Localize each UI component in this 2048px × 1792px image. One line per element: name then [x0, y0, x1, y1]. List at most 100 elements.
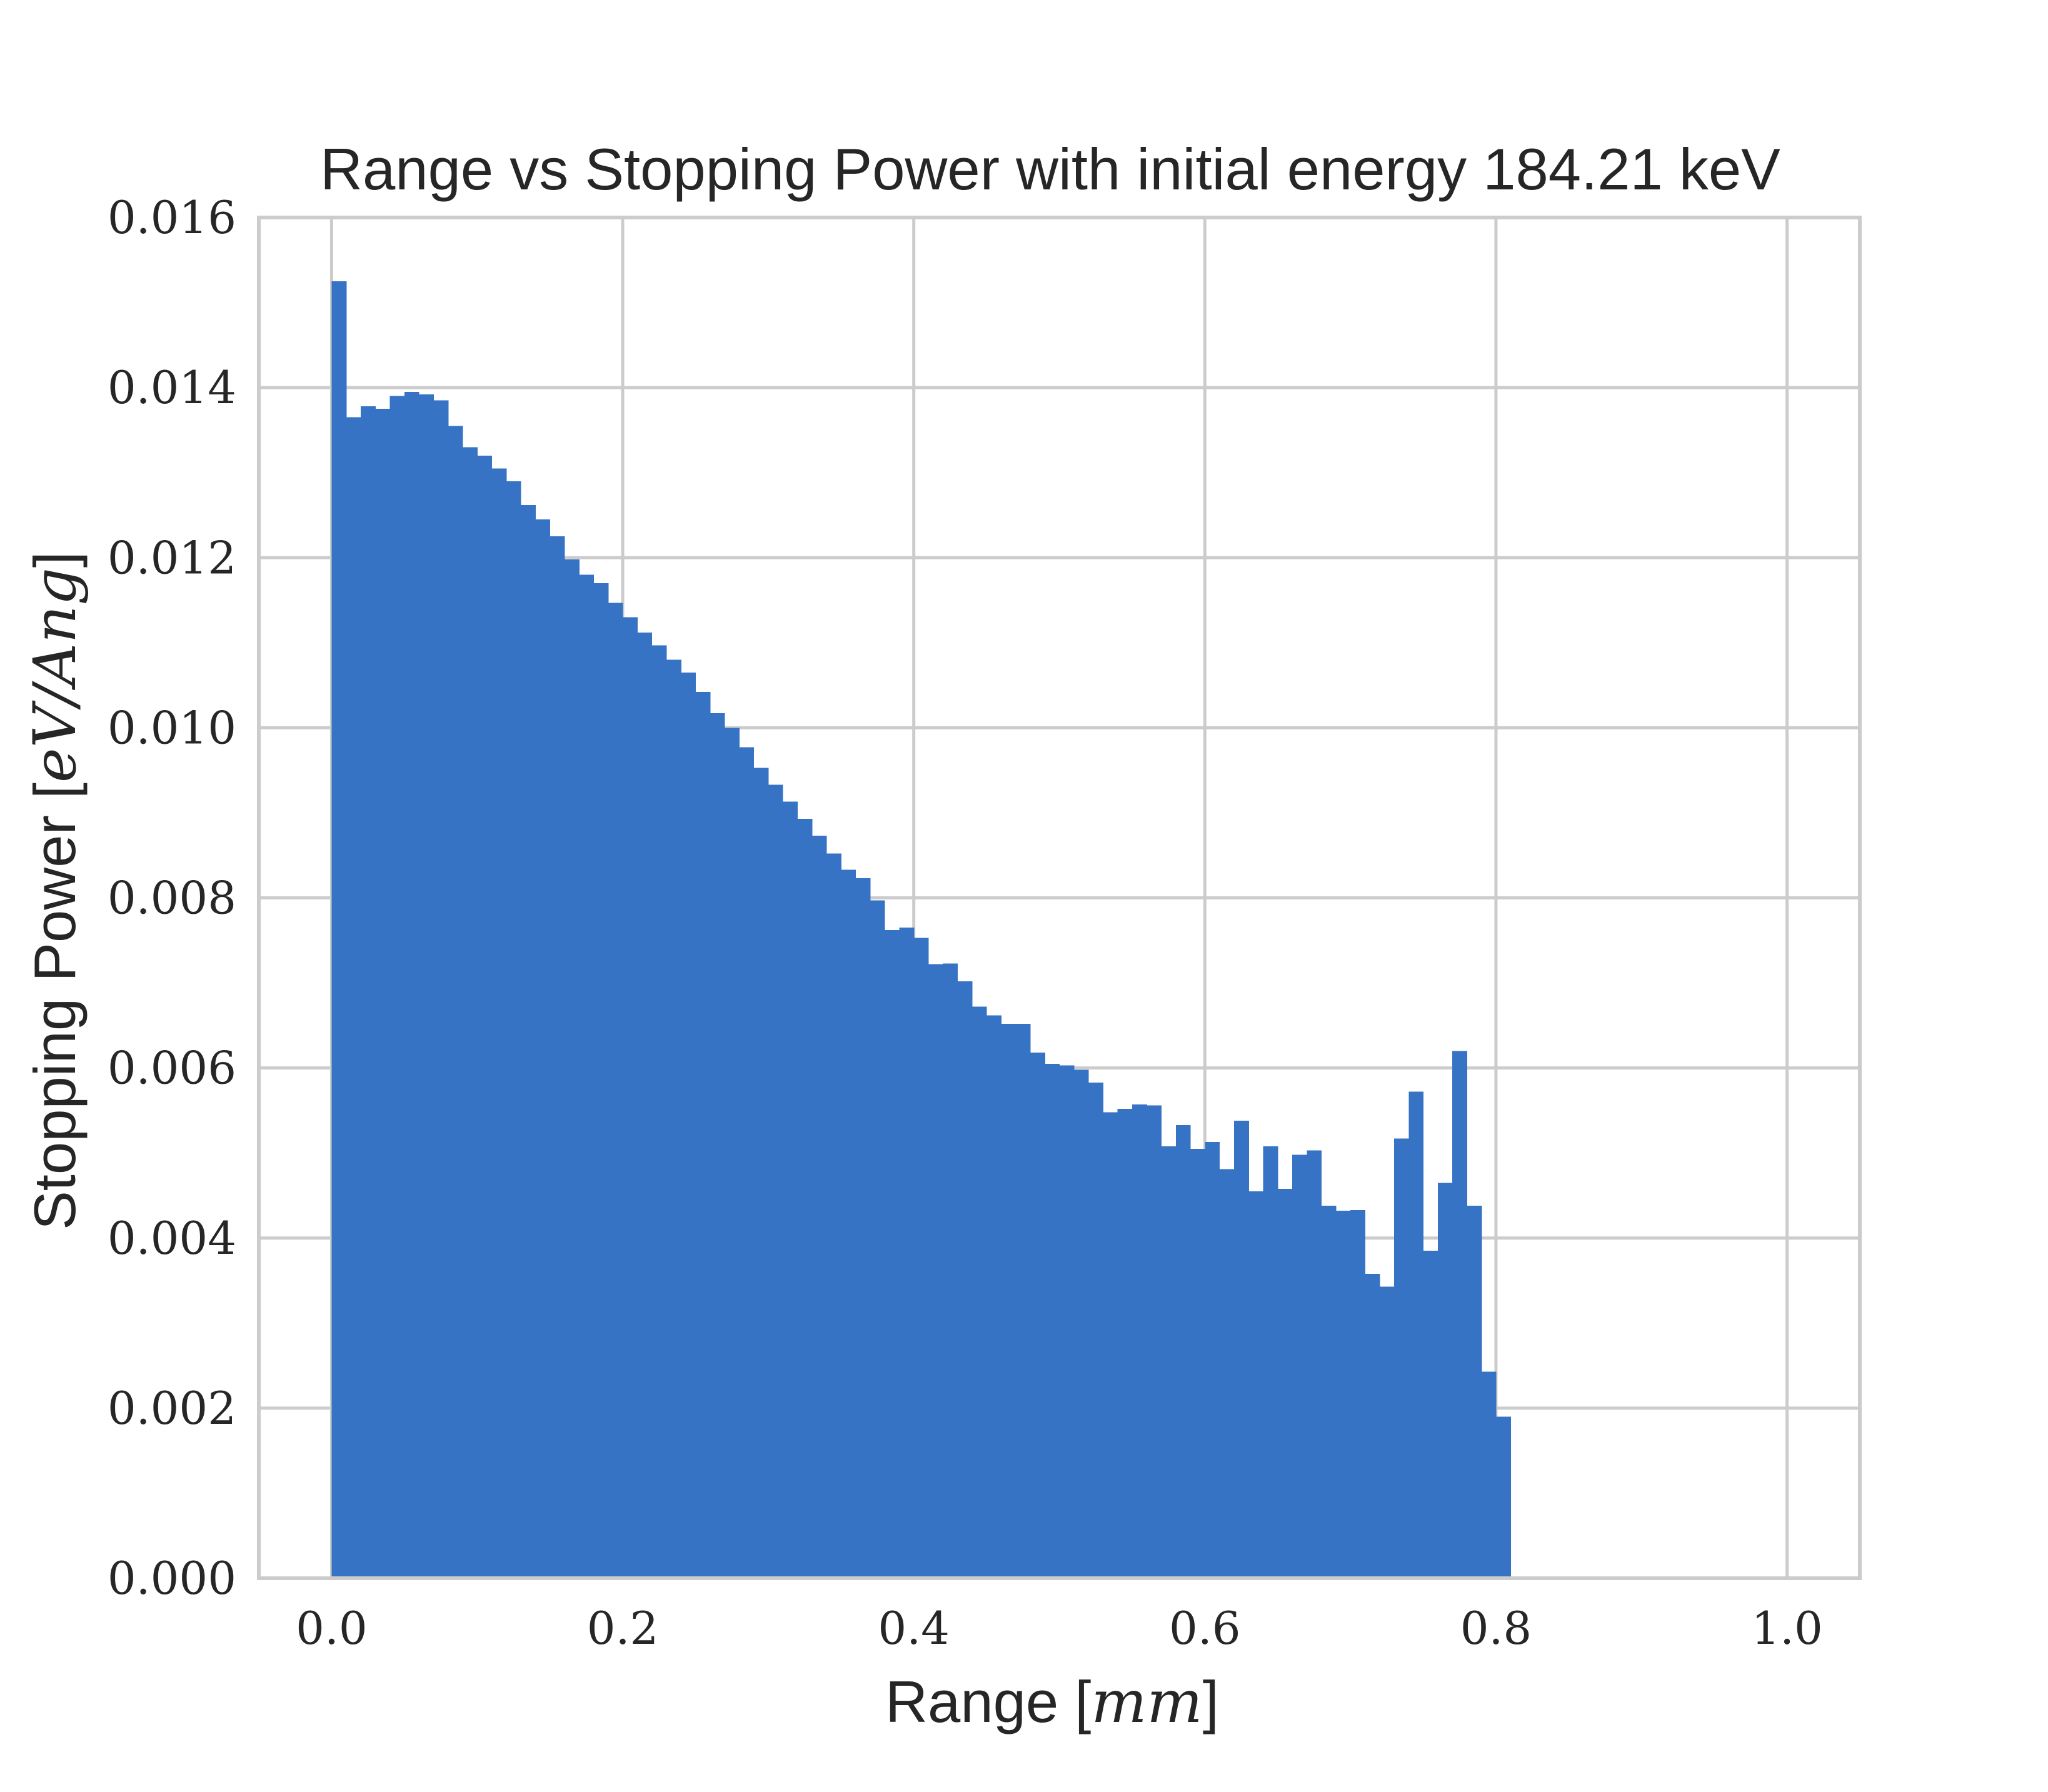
histogram-bar-74: [1408, 1091, 1424, 1578]
histogram-bar-4: [389, 396, 405, 1579]
histogram-bar-55: [1132, 1104, 1147, 1578]
y-tick-label-5: 0.010: [108, 701, 236, 754]
histogram-bar-28: [739, 747, 755, 1578]
histogram-bar-37: [870, 900, 885, 1578]
x-tick-label-3: 0.6: [1169, 1602, 1241, 1654]
y-tick-label-4: 0.008: [108, 872, 236, 924]
plot-frame: [257, 216, 1862, 1580]
histogram-bar-11: [491, 468, 507, 1578]
y-tick-labels: 0.000 0.002 0.004 0.006 0.008 0.010 0.012 0.014…: [108, 191, 236, 1604]
y-axis-label-unit: eV/Ang: [21, 568, 89, 783]
x-axis-label-prefix: Range [: [885, 1669, 1091, 1734]
x-axis-label-unit: mm: [1091, 1668, 1202, 1736]
histogram-bar-49: [1045, 1063, 1060, 1578]
y-tick-label-6: 0.012: [108, 531, 236, 584]
x-axis-label: Range [mm]: [885, 1668, 1219, 1736]
histogram-bar-29: [753, 768, 769, 1578]
histogram-bar-66: [1292, 1154, 1307, 1578]
histogram-bar-8: [448, 426, 463, 1578]
histogram-bar-44: [971, 1006, 987, 1578]
histogram-bar-3: [375, 409, 391, 1578]
y-tick-label-1: 0.002: [108, 1382, 236, 1434]
histogram-bar-48: [1030, 1053, 1045, 1578]
histogram-bar-77: [1452, 1051, 1467, 1578]
histogram-bar-68: [1321, 1206, 1337, 1578]
x-tick-label-4: 0.8: [1460, 1602, 1532, 1654]
histogram-bar-12: [506, 481, 521, 1579]
histogram-bar-45: [986, 1015, 1001, 1578]
histogram-bar-35: [841, 869, 856, 1578]
histogram-bar-16: [564, 559, 580, 1579]
histogram-bar-72: [1379, 1286, 1395, 1578]
histogram-bar-53: [1103, 1112, 1118, 1578]
histogram-bar-5: [404, 391, 419, 1578]
histogram-bar-60: [1205, 1141, 1220, 1578]
x-tick-label-2: 0.4: [878, 1602, 950, 1654]
histogram-bar-23: [666, 659, 681, 1578]
histogram-bar-6: [419, 394, 434, 1578]
histogram-bars: [331, 281, 1511, 1579]
histogram-bar-40: [913, 938, 929, 1578]
histogram-bar-75: [1423, 1251, 1438, 1578]
histogram-bar-26: [710, 713, 725, 1578]
histogram-bar-78: [1467, 1206, 1482, 1578]
histogram-bar-24: [681, 672, 696, 1578]
histogram-bar-39: [899, 928, 915, 1578]
histogram-bar-27: [725, 728, 740, 1578]
histogram-bar-25: [695, 692, 711, 1578]
histogram-bar-10: [477, 455, 493, 1578]
histogram-bar-7: [433, 400, 449, 1578]
x-tick-label-5: 1.0: [1751, 1602, 1823, 1654]
histogram-bar-58: [1175, 1124, 1191, 1578]
histogram-bar-59: [1190, 1148, 1205, 1578]
histogram-bar-43: [957, 981, 973, 1578]
chart-title: Range vs Stopping Power with initial ene…: [320, 136, 1780, 202]
histogram-bar-15: [550, 536, 565, 1578]
histogram-bar-13: [521, 504, 536, 1578]
y-axis-label-prefix: Stopping Power [: [22, 783, 88, 1230]
histogram-bar-21: [637, 632, 653, 1578]
histogram-bar-69: [1335, 1211, 1351, 1578]
histogram-bar-22: [651, 645, 667, 1578]
histogram-bar-64: [1263, 1146, 1278, 1578]
histogram-bar-76: [1437, 1183, 1453, 1578]
y-tick-label-7: 0.014: [108, 361, 236, 414]
histogram-bar-20: [623, 617, 638, 1578]
histogram-bar-79: [1481, 1371, 1497, 1578]
y-tick-label-0: 0.000: [108, 1552, 236, 1604]
histogram-bar-46: [1001, 1023, 1016, 1578]
histogram-bar-18: [593, 583, 609, 1578]
x-axis-label-suffix: ]: [1203, 1669, 1219, 1734]
histogram-bar-71: [1365, 1273, 1380, 1578]
histogram-bar-57: [1161, 1146, 1177, 1578]
histogram-bar-51: [1073, 1069, 1089, 1578]
x-tick-labels: 0.0 0.2 0.4 0.6 0.8 1.0: [296, 1602, 1823, 1654]
histogram-bar-1: [346, 417, 361, 1579]
histogram-bar-19: [608, 603, 623, 1579]
histogram-bar-9: [462, 447, 478, 1578]
histogram-bar-30: [768, 784, 783, 1578]
histogram-bar-14: [535, 519, 551, 1578]
histogram-bar-0: [331, 281, 347, 1578]
y-tick-label-2: 0.004: [108, 1212, 236, 1264]
histogram-bar-41: [928, 964, 943, 1578]
histogram-bar-52: [1088, 1082, 1103, 1578]
y-axis-label: Stopping Power [eV/Ang]: [21, 551, 89, 1230]
y-tick-label-3: 0.006: [108, 1042, 236, 1094]
histogram-bar-2: [360, 406, 376, 1578]
histogram-bar-33: [811, 836, 827, 1578]
histogram-bar-54: [1117, 1108, 1133, 1578]
histogram-bar-31: [783, 801, 798, 1578]
histogram-bar-73: [1393, 1138, 1409, 1578]
histogram-bar-17: [579, 574, 595, 1578]
histogram-bar-62: [1233, 1120, 1249, 1578]
histogram-bar-36: [855, 878, 871, 1578]
histogram-bar-56: [1147, 1105, 1162, 1578]
histogram-bar-47: [1015, 1023, 1031, 1578]
histogram-bar-61: [1219, 1169, 1235, 1578]
y-axis-label-suffix: ]: [22, 551, 88, 568]
histogram-bar-80: [1495, 1416, 1511, 1578]
y-tick-label-8: 0.016: [108, 191, 236, 244]
histogram-bar-50: [1059, 1065, 1075, 1578]
histogram-bar-38: [885, 930, 900, 1578]
